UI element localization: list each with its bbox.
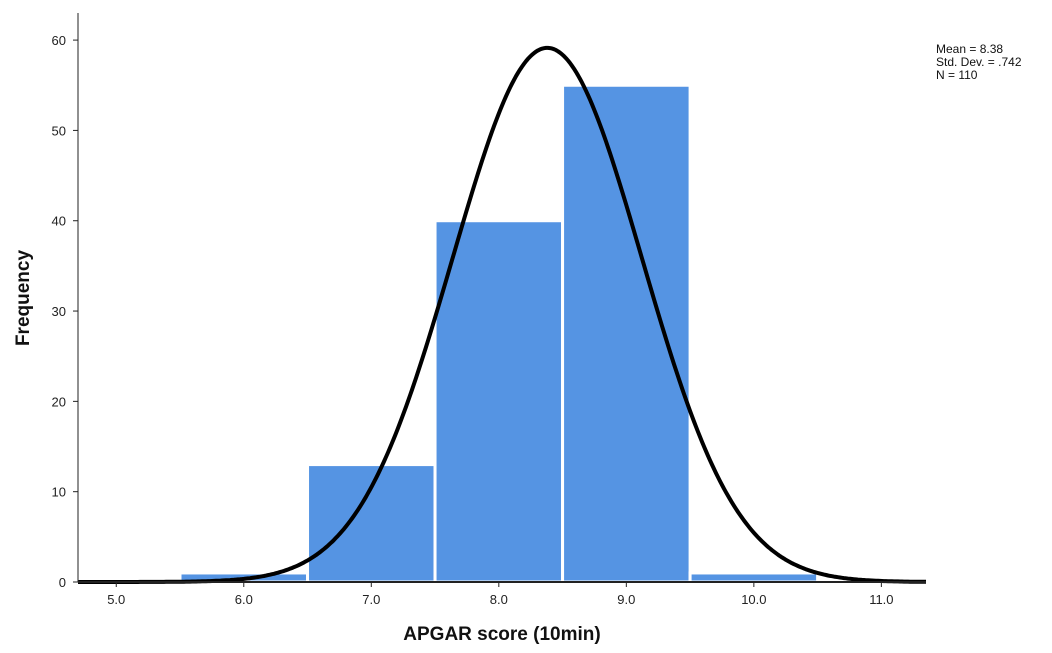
x-tick-label: 9.0 xyxy=(617,592,635,607)
y-axis-title: Frequency xyxy=(13,250,34,347)
histogram-bar xyxy=(433,219,565,584)
y-tick-label: 10 xyxy=(52,485,66,500)
x-axis-ticks: 5.0 6.0 7.0 8.0 9.0 10.0 11.0 xyxy=(107,582,894,607)
y-tick-label: 30 xyxy=(52,304,66,319)
x-tick-label: 11.0 xyxy=(869,592,893,607)
histogram-bar xyxy=(306,463,437,584)
normal-curve xyxy=(78,45,926,584)
stats-n: N = 110 xyxy=(936,68,978,82)
stats-sd: Std. Dev. = .742 xyxy=(936,55,1022,69)
y-tick-label: 40 xyxy=(52,214,66,229)
histogram-bar xyxy=(688,571,820,584)
stats-legend: Mean = 8.38 Std. Dev. = .742 N = 110 xyxy=(936,42,1022,82)
y-axis-ticks: 0 10 20 30 40 50 60 xyxy=(52,33,78,590)
x-tick-label: 5.0 xyxy=(107,592,125,607)
x-tick-label: 10.0 xyxy=(741,592,766,607)
stats-mean: Mean = 8.38 xyxy=(936,42,1003,56)
x-tick-label: 6.0 xyxy=(235,592,253,607)
histogram-bars xyxy=(178,83,820,584)
x-axis-title: APGAR score (10min) xyxy=(403,624,600,645)
y-tick-label: 60 xyxy=(52,33,66,48)
y-tick-label: 20 xyxy=(52,394,66,409)
y-tick-label: 50 xyxy=(52,123,66,138)
histogram-bar xyxy=(561,83,692,584)
x-tick-label: 8.0 xyxy=(490,592,508,607)
x-tick-label: 7.0 xyxy=(362,592,380,607)
y-tick-label: 0 xyxy=(59,575,66,590)
